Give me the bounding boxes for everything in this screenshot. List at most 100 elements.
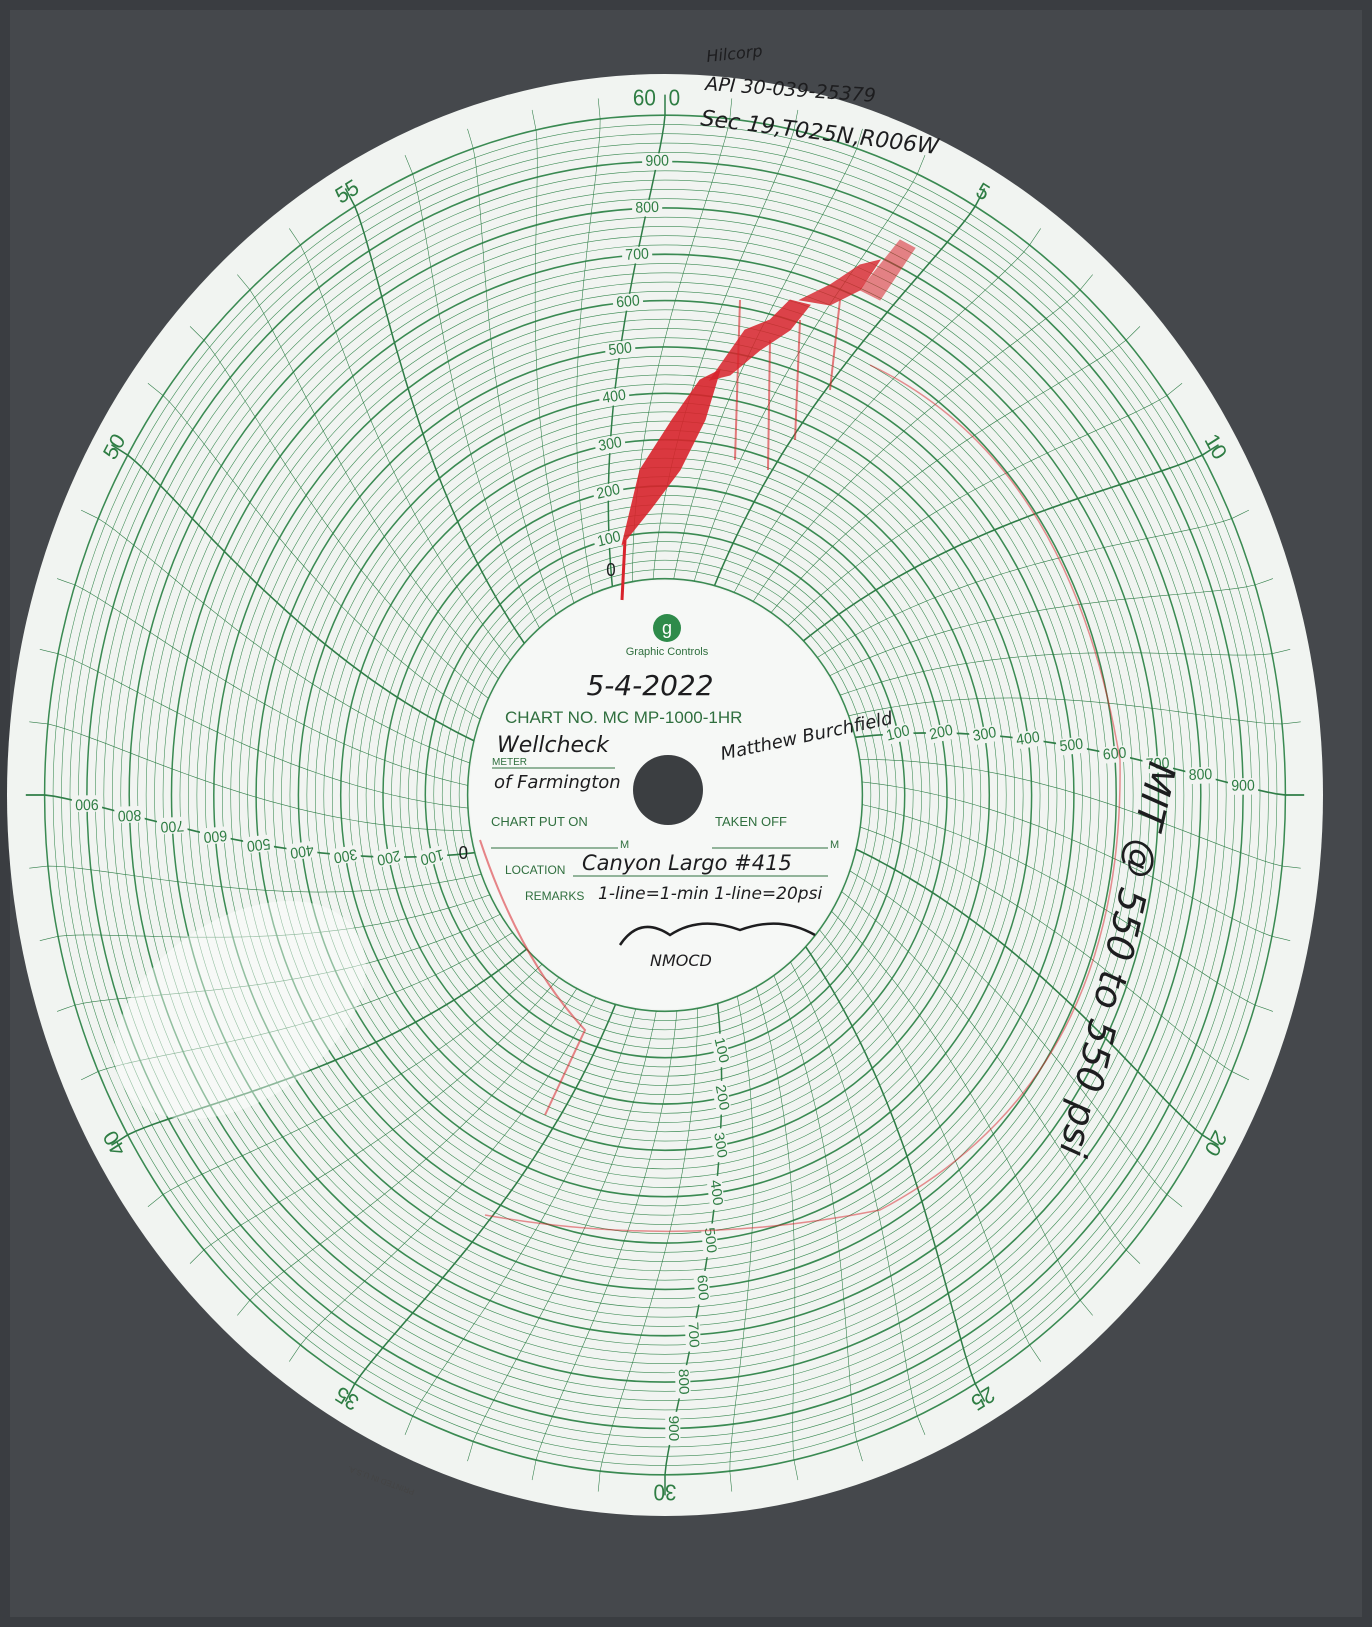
pressure-ring xyxy=(145,226,1185,1364)
pressure-ring xyxy=(137,216,1193,1374)
brand-name: Graphic Controls xyxy=(626,646,709,658)
pressure-ring xyxy=(230,318,1100,1272)
pressure-label: 500 xyxy=(246,834,271,853)
time-line xyxy=(831,911,1093,1316)
meter-value: Wellcheck xyxy=(497,733,610,758)
time-line xyxy=(817,509,1250,658)
label-backdrop xyxy=(674,1365,691,1399)
pressure-ring xyxy=(458,569,872,1021)
label-backdrop xyxy=(968,724,1001,746)
logo: g xyxy=(662,618,672,638)
time-line xyxy=(790,961,926,1435)
time-line xyxy=(840,649,1291,696)
chart-put-on: CHART PUT ON xyxy=(491,814,588,829)
time-line xyxy=(404,155,540,629)
time-line xyxy=(111,444,475,742)
time-line xyxy=(607,94,666,587)
center-hole xyxy=(633,755,703,825)
pressure-ring xyxy=(128,207,1202,1383)
time-line xyxy=(787,383,1183,627)
label-backdrop xyxy=(631,199,663,218)
signature-scribble xyxy=(618,922,816,946)
label-backdrop xyxy=(711,1079,732,1116)
pressure-label: 100 xyxy=(596,528,622,550)
pressure-label: 400 xyxy=(707,1179,725,1207)
pressure-label: 300 xyxy=(597,434,623,455)
label-backdrop xyxy=(700,1223,719,1258)
time-line xyxy=(773,975,863,1462)
pressure-ring xyxy=(170,253,1160,1337)
time-line xyxy=(237,988,578,1316)
time-line xyxy=(147,963,543,1207)
time-line xyxy=(752,274,1093,602)
time-line xyxy=(111,948,527,1146)
label-backdrop xyxy=(372,845,405,869)
time-line xyxy=(805,946,986,1402)
pressure-label: 300 xyxy=(333,845,359,866)
time-line xyxy=(467,1011,657,1462)
pressure-label: 500 xyxy=(608,340,633,359)
minute-label: 30 xyxy=(654,1479,677,1505)
pressure-ring xyxy=(433,541,897,1049)
pressure-label: 800 xyxy=(117,806,141,824)
time-line xyxy=(57,578,468,786)
time-line xyxy=(189,326,489,699)
pressure-ring xyxy=(255,346,1075,1244)
pressure-ring xyxy=(466,577,864,1013)
pressure-ring xyxy=(221,309,1109,1281)
pressure-label: 900 xyxy=(1231,778,1255,795)
time-line xyxy=(289,228,511,661)
trace-arc xyxy=(484,364,1121,1233)
time-line xyxy=(652,109,799,580)
time-line xyxy=(289,997,597,1362)
pressure-ring xyxy=(323,420,1007,1170)
pressure-label: 600 xyxy=(616,293,641,312)
pressure-ring xyxy=(120,198,1210,1392)
pressure-label: 100 xyxy=(419,845,445,867)
pressure-label: 100 xyxy=(885,723,911,745)
pressure-label: 500 xyxy=(701,1227,719,1254)
location-label: LOCATION xyxy=(505,863,565,877)
pressure-label: 200 xyxy=(712,1083,732,1112)
pressure-ring xyxy=(264,355,1066,1235)
time-line xyxy=(862,804,1273,1012)
time-line xyxy=(344,188,525,644)
location-value: Canyon Largo #415 xyxy=(582,851,792,875)
remarks-label: REMARKS xyxy=(525,889,584,903)
logo-badge xyxy=(653,614,681,642)
pressure-label: 500 xyxy=(1059,736,1084,755)
pressure-ring xyxy=(408,513,922,1077)
pressure-ring xyxy=(103,179,1227,1411)
label-backdrop xyxy=(612,292,644,312)
pressure-label: 800 xyxy=(1188,767,1212,785)
trace-body xyxy=(708,299,811,381)
label-backdrop xyxy=(710,1032,732,1069)
chart-no: CHART NO. MC MP-1000-1HR xyxy=(505,708,742,727)
time-line xyxy=(733,228,1041,593)
label-backdrop xyxy=(415,844,449,869)
label-backdrop xyxy=(242,834,275,855)
label-backdrop xyxy=(329,844,362,866)
time-line xyxy=(829,578,1273,677)
trace-line xyxy=(734,299,841,471)
pressure-ring xyxy=(441,550,889,1040)
time-line xyxy=(597,1008,698,1492)
pressure-label: 700 xyxy=(160,817,184,835)
label-backdrop xyxy=(598,386,631,408)
pen-trace xyxy=(479,239,1121,1233)
pressure-label: 400 xyxy=(1015,729,1040,749)
time-line xyxy=(848,697,1301,725)
label-backdrop xyxy=(706,1175,726,1211)
label-backdrop xyxy=(709,1127,730,1163)
time-line xyxy=(819,929,1041,1362)
time-line xyxy=(189,977,560,1264)
label-backdrop xyxy=(1185,766,1216,785)
label-backdrop xyxy=(156,816,188,835)
meter-label: METER xyxy=(492,757,527,768)
time-line xyxy=(729,996,754,1492)
pressure-label: 300 xyxy=(710,1131,729,1159)
pressure-label: 700 xyxy=(625,246,649,264)
time-line xyxy=(467,128,557,615)
time-line xyxy=(344,1004,617,1402)
